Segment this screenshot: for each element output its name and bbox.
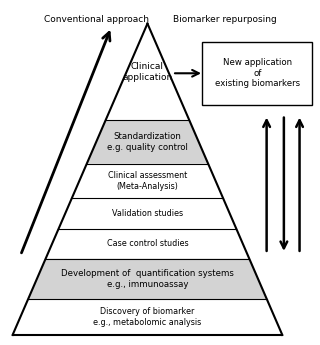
- Text: Development of  quantification systems
e.g., immunoassay: Development of quantification systems e.…: [61, 269, 234, 288]
- Text: Biomarker repurposing: Biomarker repurposing: [172, 15, 276, 24]
- Polygon shape: [87, 120, 208, 164]
- Text: Standardization
e.g. quality control: Standardization e.g. quality control: [107, 132, 188, 151]
- Text: New application
of
existing biomarkers: New application of existing biomarkers: [215, 58, 300, 88]
- Text: Conventional approach: Conventional approach: [44, 15, 149, 24]
- Polygon shape: [28, 259, 267, 299]
- Text: Validation studies: Validation studies: [112, 209, 183, 218]
- Text: Case control studies: Case control studies: [107, 239, 188, 248]
- Text: Clinical
application: Clinical application: [122, 62, 172, 81]
- Text: Discovery of biomarker
e.g., metabolomic analysis: Discovery of biomarker e.g., metabolomic…: [93, 307, 202, 327]
- FancyBboxPatch shape: [202, 42, 312, 105]
- Text: Clinical assessment
(Meta-Analysis): Clinical assessment (Meta-Analysis): [108, 171, 187, 190]
